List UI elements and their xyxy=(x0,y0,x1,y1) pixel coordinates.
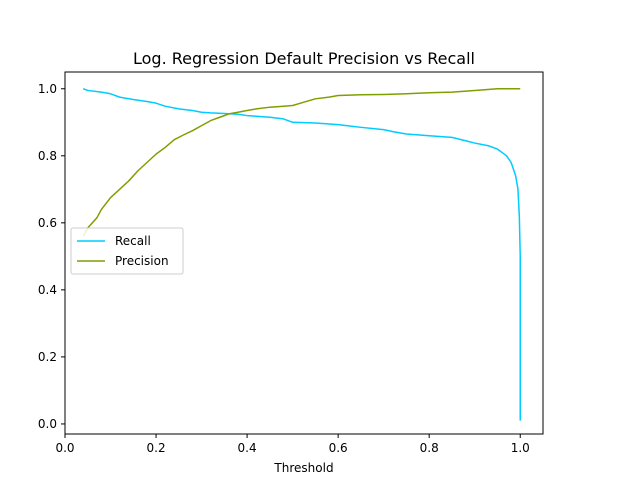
y-tick-label: 0.8 xyxy=(38,149,57,163)
series-line-recall xyxy=(82,88,521,421)
x-tick-label: 0.2 xyxy=(147,441,166,455)
legend-frame xyxy=(70,227,184,275)
y-tick-label: 0.6 xyxy=(38,216,57,230)
chart-title: Log. Regression Default Precision vs Rec… xyxy=(133,49,475,68)
x-tick-label: 0.4 xyxy=(238,441,257,455)
x-tick-label: 0.0 xyxy=(55,441,74,455)
y-tick-label: 1.0 xyxy=(38,82,57,96)
legend-label-recall: Recall xyxy=(115,234,151,248)
series-layer xyxy=(82,88,521,421)
x-axis-ticks: 0.0 0.2 0.4 0.6 0.8 1.0 xyxy=(55,434,530,455)
series-line-precision xyxy=(82,88,521,237)
axes-border xyxy=(64,71,544,435)
axes-frame xyxy=(64,71,544,435)
y-axis-ticks: 0.0 0.2 0.4 0.6 0.8 1.0 xyxy=(38,82,65,431)
y-tick-label: 0.2 xyxy=(38,350,57,364)
y-tick-label: 0.4 xyxy=(38,283,57,297)
x-axis-label: Threshold xyxy=(273,461,333,475)
x-tick-label: 0.6 xyxy=(329,441,348,455)
y-tick-label: 0.0 xyxy=(38,417,57,431)
x-tick-label: 0.8 xyxy=(420,441,439,455)
legend-label-precision: Precision xyxy=(115,254,169,268)
x-tick-label: 1.0 xyxy=(511,441,530,455)
legend: Recall Precision xyxy=(70,227,184,275)
